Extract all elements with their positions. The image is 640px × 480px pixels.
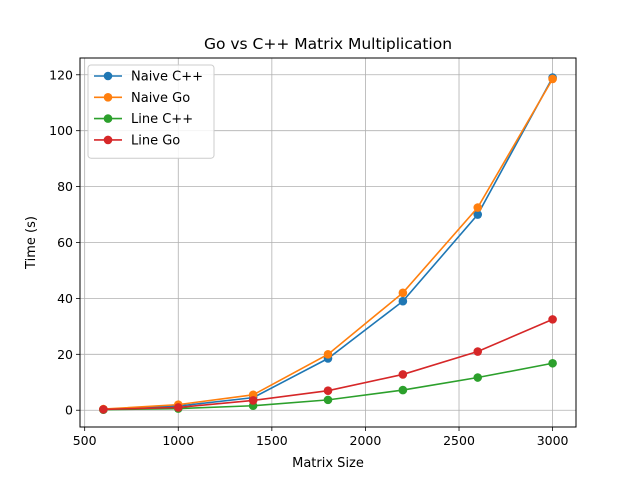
x-tick-label: 1000 [162, 433, 194, 448]
y-tick-label: 100 [49, 123, 73, 138]
x-tick-label: 500 [73, 433, 97, 448]
legend-swatch-marker [103, 135, 113, 145]
legend-swatch-marker [103, 71, 113, 81]
data-point [323, 386, 333, 395]
legend-label: Line C++ [131, 112, 193, 127]
y-tick-label: 60 [57, 235, 73, 250]
y-tick-label: 80 [57, 179, 73, 194]
series-layer [99, 73, 557, 414]
data-point [323, 395, 333, 405]
legend-box [87, 64, 215, 159]
legend-label: Naive C++ [131, 70, 203, 85]
y-tick-label: 120 [49, 67, 73, 82]
data-point [548, 315, 557, 324]
data-point [398, 288, 408, 298]
y-tick-label: 0 [65, 403, 73, 418]
data-point [548, 74, 557, 84]
x-tick-label: 3000 [537, 433, 569, 448]
data-point [473, 210, 483, 219]
legend-label: Naive Go [131, 91, 190, 106]
data-point [323, 350, 333, 359]
y-tick-label: 20 [57, 347, 73, 362]
data-point [398, 296, 408, 306]
x-tick-label: 2500 [443, 433, 475, 448]
x-tick-label: 2000 [350, 433, 382, 448]
series-line-go [99, 315, 557, 414]
data-point [248, 396, 258, 405]
legend: Naive C++ Naive Go Line C++ Line Go [87, 64, 215, 159]
data-point [548, 358, 557, 368]
data-point [173, 403, 183, 412]
ticks: 500 1000 1500 2000 2500 3000 0 20 40 60 80 100 120 [49, 67, 568, 448]
legend-swatch-marker [103, 114, 113, 123]
data-point [398, 370, 408, 379]
legend-swatch-marker [103, 93, 113, 102]
data-point [398, 385, 408, 395]
data-point [473, 203, 483, 212]
data-point [99, 405, 108, 414]
x-axis-label: Matrix Size [292, 456, 364, 471]
legend-label: Line Go [131, 133, 180, 148]
chart-title: Go vs C++ Matrix Multiplication [204, 35, 452, 53]
data-point [473, 347, 483, 356]
y-axis-label: Time (s) [24, 216, 39, 270]
data-point [473, 373, 483, 382]
y-tick-label: 40 [57, 291, 73, 306]
x-tick-label: 1500 [256, 433, 288, 448]
